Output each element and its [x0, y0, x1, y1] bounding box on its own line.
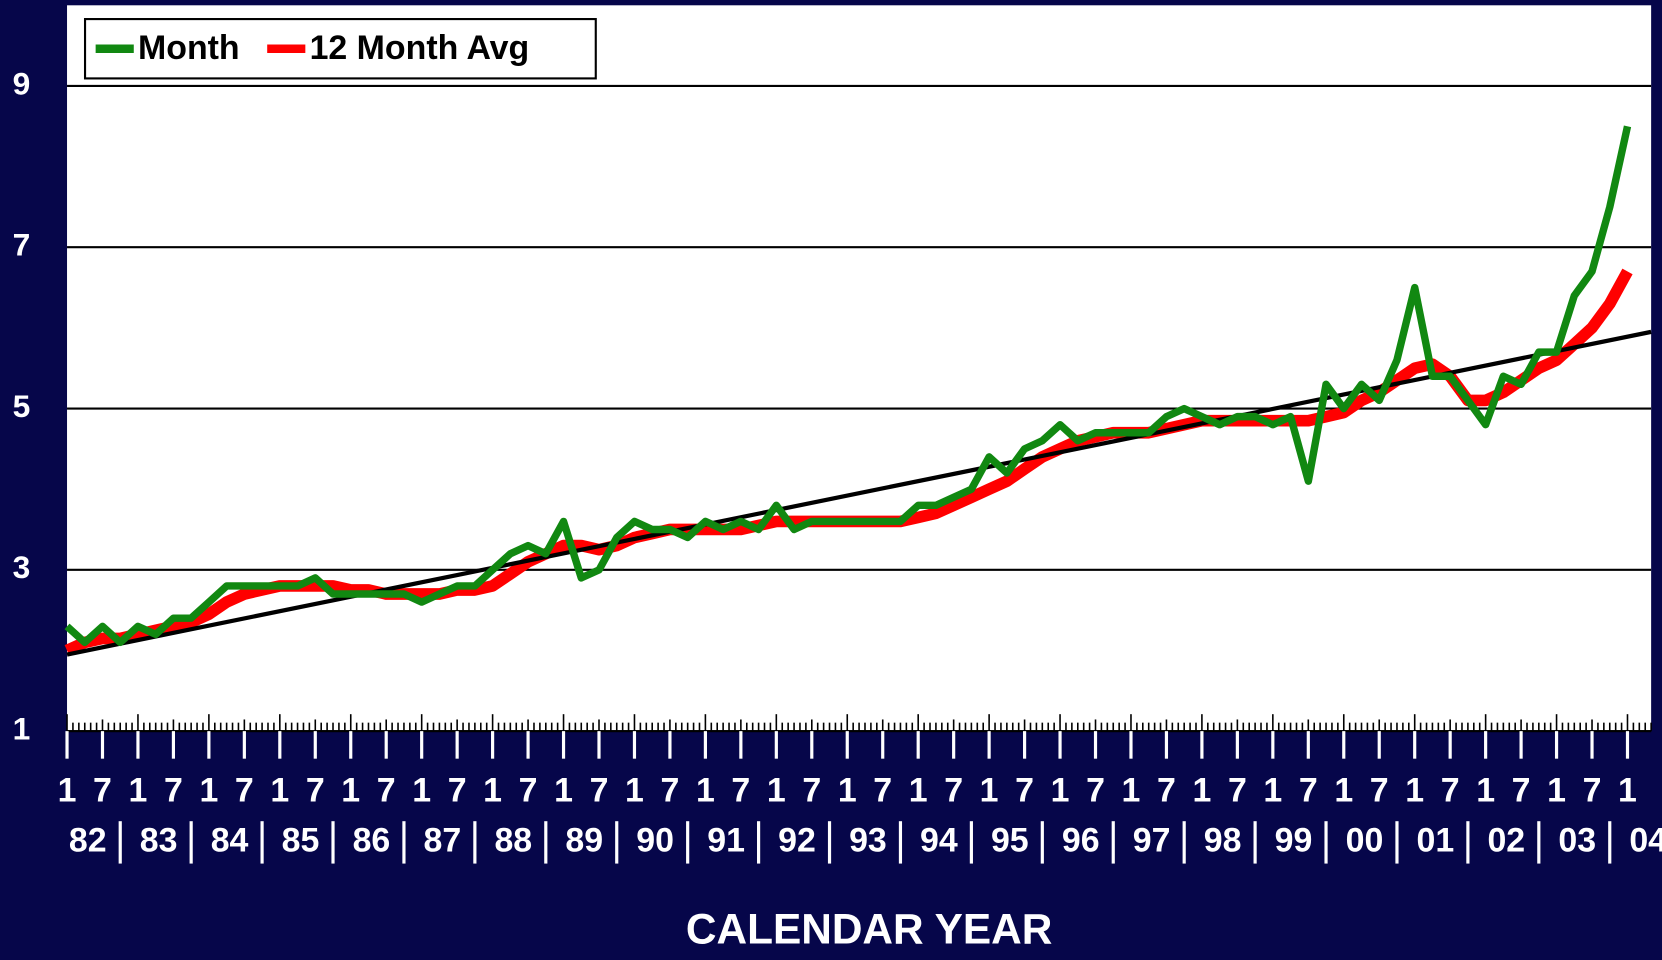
x-tick-label: 7 [802, 772, 821, 810]
x-tick-label: 7 [1441, 772, 1460, 810]
x-tick-label: 1 [696, 772, 715, 810]
x-tick-label: 7 [590, 772, 609, 810]
x-tick-label: 1 [129, 772, 148, 810]
x-axis-title: CALENDAR YEAR [686, 906, 1052, 953]
year-label: 86 [353, 821, 391, 859]
x-tick-label: 7 [1228, 772, 1247, 810]
year-label: 85 [282, 821, 320, 859]
legend-box [83, 18, 597, 80]
x-tick-label: 1 [341, 772, 360, 810]
year-label: 97 [1133, 821, 1171, 859]
x-tick-label: 1 [1334, 772, 1353, 810]
x-tick-label: 1 [1051, 772, 1070, 810]
x-tick-label: 1 [1547, 772, 1566, 810]
x-tick-label: 1 [58, 772, 77, 810]
x-tick-label: 7 [93, 772, 112, 810]
year-label: 95 [991, 821, 1029, 859]
x-tick-label: 1 [838, 772, 857, 810]
year-label: 87 [424, 821, 462, 859]
year-label: 03 [1558, 821, 1596, 859]
x-tick-label: 1 [909, 772, 928, 810]
y-tick-label: 5 [13, 388, 31, 424]
x-tick-label: 7 [235, 772, 254, 810]
y-tick-label: 7 [13, 227, 31, 263]
x-tick-label: 1 [1405, 772, 1424, 810]
x-tick-label: 1 [1122, 772, 1141, 810]
year-label: 04 [1629, 821, 1662, 859]
year-label: 01 [1417, 821, 1455, 859]
x-tick-label: 1 [980, 772, 999, 810]
year-label: 89 [565, 821, 603, 859]
y-tick-label: 3 [13, 549, 31, 585]
plot-area [67, 5, 1652, 732]
legend: Month 12 Month Avg [83, 18, 597, 80]
year-label: 83 [140, 821, 178, 859]
y-tick-label: 9 [13, 65, 31, 101]
x-tick-label: 7 [944, 772, 963, 810]
legend-label: Month [138, 29, 240, 67]
x-tick-label: 7 [661, 772, 680, 810]
year-label: 82 [69, 821, 107, 859]
x-tick-label: 1 [270, 772, 289, 810]
x-tick-label: 7 [731, 772, 750, 810]
year-label: 88 [494, 821, 532, 859]
x-tick-label: 1 [1192, 772, 1211, 810]
x-tick-label: 7 [1370, 772, 1389, 810]
x-tick-label: 1 [554, 772, 573, 810]
x-tick-label: 7 [377, 772, 396, 810]
x-tick-label: 7 [164, 772, 183, 810]
legend-label: 12 Month Avg [310, 29, 530, 67]
year-label: 93 [849, 821, 887, 859]
x-tick-label: 7 [1299, 772, 1318, 810]
x-tick-label: 7 [1015, 772, 1034, 810]
x-tick-label: 7 [519, 772, 538, 810]
year-label: 92 [778, 821, 816, 859]
year-label: 96 [1062, 821, 1100, 859]
x-tick-label: 1 [767, 772, 786, 810]
x-tick-label: 7 [1157, 772, 1176, 810]
x-tick-label: 7 [306, 772, 325, 810]
year-label: 90 [636, 821, 674, 859]
year-label: 91 [707, 821, 745, 859]
x-tick-label: 7 [1583, 772, 1602, 810]
x-tick-label: 1 [1263, 772, 1282, 810]
year-label: 02 [1487, 821, 1525, 859]
x-tick-label: 7 [448, 772, 467, 810]
x-tick-label: 1 [625, 772, 644, 810]
year-label: 00 [1346, 821, 1384, 859]
x-tick-label: 1 [1618, 772, 1637, 810]
series-line [64, 125, 1632, 647]
x-tick-label: 1 [199, 772, 218, 810]
y-tick-label: 1 [13, 711, 31, 747]
year-label: 84 [211, 821, 249, 859]
x-tick-label: 7 [1086, 772, 1105, 810]
x-tick-label: 1 [483, 772, 502, 810]
x-tick-label: 1 [412, 772, 431, 810]
year-label: 94 [920, 821, 958, 859]
year-label: 99 [1275, 821, 1313, 859]
x-tick-label: 7 [1512, 772, 1531, 810]
year-label: 98 [1204, 821, 1242, 859]
x-tick-label: 7 [873, 772, 892, 810]
x-tick-label: 1 [1476, 772, 1495, 810]
